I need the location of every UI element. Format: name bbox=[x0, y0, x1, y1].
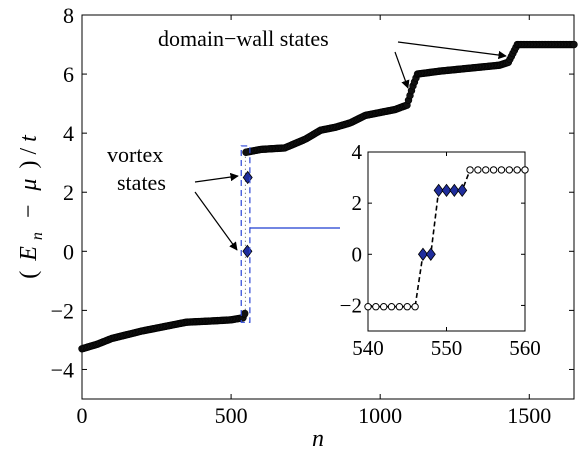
inset-vortex-diamond bbox=[425, 247, 436, 261]
inset-vortex-diamond bbox=[417, 247, 428, 261]
main-axis-ticks: 0 500 1000 1500 −4 −2 0 2 4 6 8 bbox=[51, 3, 574, 428]
y-tick-label: 6 bbox=[63, 62, 74, 87]
inset-data-point bbox=[403, 303, 411, 311]
vortex-diamond bbox=[242, 244, 253, 258]
inset-y-tick-label: 2 bbox=[352, 191, 363, 215]
y-label-open-paren: ( bbox=[16, 271, 42, 279]
inset-vortex-diamond bbox=[449, 183, 460, 198]
data-point bbox=[570, 40, 578, 49]
inset-vortex-diamond bbox=[433, 183, 444, 198]
inset-data-point bbox=[513, 166, 521, 174]
y-tick-label: 2 bbox=[63, 180, 74, 205]
vortex-label-line2: states bbox=[117, 170, 166, 195]
y-label-minus: − bbox=[16, 205, 42, 219]
inset-data-point bbox=[387, 303, 396, 311]
y-tick-label: 0 bbox=[63, 239, 74, 264]
inset-data-point bbox=[466, 166, 474, 174]
domain-wall-label: domain−wall states bbox=[158, 26, 329, 51]
x-tick-label: 500 bbox=[215, 403, 248, 428]
inset-data-point bbox=[497, 166, 506, 174]
inset-data-point bbox=[372, 303, 380, 311]
vortex-label-line1: vortex bbox=[107, 142, 163, 167]
inset-data-point bbox=[395, 303, 404, 311]
inset-data-point bbox=[505, 166, 513, 174]
inset-data-series bbox=[364, 166, 529, 311]
x-axis-label: n bbox=[312, 426, 324, 452]
y-tick-label: −2 bbox=[51, 298, 74, 323]
inset-x-tick-label: 550 bbox=[431, 336, 463, 360]
domain-wall-arrow-2 bbox=[397, 41, 507, 60]
x-tick-label: 1000 bbox=[358, 403, 402, 428]
domain-wall-arrow-1 bbox=[394, 51, 410, 89]
inset-data-point bbox=[411, 303, 419, 311]
vortex-arrow-2 bbox=[194, 191, 238, 251]
inset-vortex-diamond bbox=[441, 183, 452, 198]
y-label-sub-n: n bbox=[29, 232, 46, 240]
x-tick-label: 1500 bbox=[507, 403, 551, 428]
inset-y-tick-label: 4 bbox=[352, 140, 363, 164]
vortex-diamond bbox=[242, 170, 253, 185]
y-label-slash: / bbox=[16, 148, 42, 155]
inset-axis-ticks: 540 550 560 −2 0 2 4 bbox=[340, 140, 541, 360]
inset-data-point bbox=[364, 303, 372, 311]
data-point bbox=[242, 148, 250, 156]
inset-data-point bbox=[380, 303, 388, 311]
inset-x-tick-label: 540 bbox=[352, 336, 384, 360]
vortex-arrow-1 bbox=[194, 172, 239, 183]
x-tick-label: 0 bbox=[77, 403, 88, 428]
inset-y-tick-label: −2 bbox=[340, 293, 362, 317]
inset-data-point bbox=[489, 166, 498, 174]
y-tick-label: 4 bbox=[63, 121, 74, 146]
y-label-close-paren: ) bbox=[16, 161, 42, 169]
y-tick-label: 8 bbox=[63, 3, 74, 28]
y-label-mu: μ bbox=[16, 179, 42, 192]
inset-background bbox=[340, 150, 530, 342]
inset-data-point bbox=[474, 166, 482, 174]
main-plot-frame bbox=[81, 14, 575, 400]
vortex-state-markers bbox=[242, 170, 253, 258]
inset-x-tick-label: 560 bbox=[509, 336, 541, 360]
inset-data-point bbox=[482, 166, 490, 174]
y-label-E: E bbox=[16, 246, 42, 262]
y-tick-label: −4 bbox=[51, 357, 74, 382]
inset-vortex-diamond bbox=[457, 183, 468, 198]
data-point bbox=[241, 309, 249, 317]
y-label-t: t bbox=[16, 134, 42, 142]
selection-box bbox=[240, 145, 251, 323]
inset-data-point bbox=[521, 166, 529, 174]
inset-y-tick-label: 0 bbox=[352, 242, 363, 266]
y-axis-label: ( E n − μ ) / t bbox=[16, 134, 48, 279]
main-data-series bbox=[78, 40, 578, 353]
